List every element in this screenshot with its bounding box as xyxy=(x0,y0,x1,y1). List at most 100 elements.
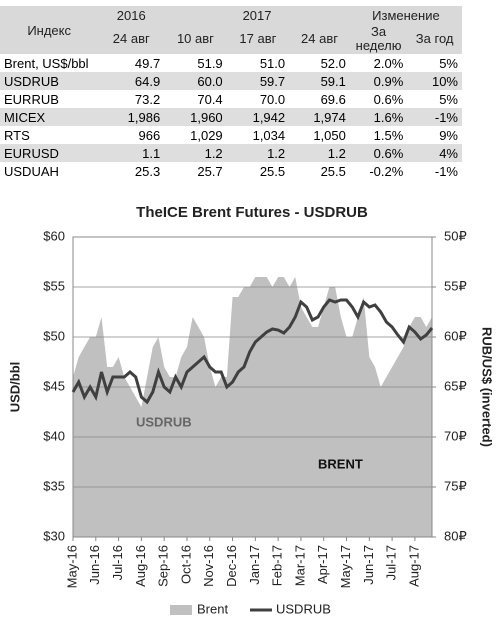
table-cell: 0.6% xyxy=(349,144,408,162)
table-cell: 4% xyxy=(407,144,462,162)
table-cell: -1% xyxy=(407,108,462,126)
table-row: EURUSD 1.1 1.2 1.2 1.2 0.6% 4% xyxy=(0,144,462,162)
table-cell: -0.2% xyxy=(369,163,404,179)
header-cell: Изменение xyxy=(349,6,462,24)
table-cell: MICEX xyxy=(0,108,99,126)
table-cell: 0.9% xyxy=(349,72,408,90)
table-row: EURRUB 73.2 70.4 70.0 69.6 0.6% 5% xyxy=(0,90,462,108)
table-cell: 64.9 xyxy=(98,72,165,90)
table-row: RTS 966 1,029 1,034 1,050 1.5% 9% xyxy=(0,126,462,144)
y-tick-label: $40 xyxy=(43,428,65,443)
table-cell: RTS xyxy=(4,127,30,143)
plot-frame xyxy=(72,236,433,538)
x-tick-label: Apr-17 xyxy=(315,545,330,584)
table-cell: 1.6% xyxy=(349,108,408,126)
x-tick-label: Nov-16 xyxy=(201,545,216,587)
usdrub-line xyxy=(71,298,434,405)
table-cell: 1,942 xyxy=(226,108,290,126)
y2-tick-label: 60₽ xyxy=(444,328,467,343)
table-cell: EURRUB xyxy=(4,91,59,107)
table-cell: Brent, US$/bbl xyxy=(4,55,89,71)
header-cell: 2017 xyxy=(164,6,350,24)
table-cell: 25.5 xyxy=(259,163,286,179)
y-tick-label: $50 xyxy=(43,328,65,343)
x-tick-label: May-16 xyxy=(64,545,79,588)
y2-tick-label: 65₽ xyxy=(444,378,467,393)
table-row: Brent, US$/bbl 49.7 51.9 51.0 52.0 2.0% 5% xyxy=(0,54,462,72)
annotation: BRENT xyxy=(318,456,363,471)
table-cell: 1,050 xyxy=(313,127,346,143)
header-cell: 24 авг xyxy=(289,24,350,54)
y2-tick-label: 75₽ xyxy=(444,478,467,493)
table-cell: 1,986 xyxy=(98,108,165,126)
table-cell: USDRUB xyxy=(0,72,99,90)
table-cell: 59.7 xyxy=(226,72,290,90)
y2-tick-label: 80₽ xyxy=(444,528,467,543)
header-cell: 2016 xyxy=(98,6,165,24)
x-tick-label: Jan-17 xyxy=(247,545,262,585)
x-tick-label: Jun-16 xyxy=(87,545,102,585)
table-cell: 5% xyxy=(439,91,458,107)
table-cell: 51.0 xyxy=(259,55,286,71)
x-tick-label: Aug-16 xyxy=(133,545,148,587)
table-cell: 52.0 xyxy=(320,55,346,71)
legend-label: Brent xyxy=(197,601,228,616)
legend-label: USDRUB xyxy=(276,601,331,616)
header-row: Индекс 2016 2017 Изменение xyxy=(0,6,462,54)
table-cell: 1.1 xyxy=(98,144,165,162)
y2-tick-label: 55₽ xyxy=(444,278,467,293)
x-tick-label: Mar-17 xyxy=(292,545,307,586)
table-cell: 1.2 xyxy=(164,144,227,162)
header-cell: За год xyxy=(407,24,462,54)
x-tick-label: Aug-17 xyxy=(406,545,421,587)
table-cell: EURUSD xyxy=(0,144,99,162)
y-tick-label: $55 xyxy=(43,278,65,293)
chart: TheICE Brent Futures - USDRUB $30 $35 $40 $4… xyxy=(7,204,495,616)
table-cell: 2.0% xyxy=(373,55,404,71)
table-row: USDRUB 64.9 60.0 59.7 59.1 0.9% 10% xyxy=(0,72,462,90)
x-tick-label: Oct-16 xyxy=(178,545,193,584)
header-cell: 17 авг xyxy=(226,24,290,54)
y-axis-label: USD/bbl xyxy=(7,362,22,413)
y-tick-label: $30 xyxy=(43,528,65,543)
brent-area xyxy=(73,277,432,537)
table-cell: -1% xyxy=(434,163,458,179)
x-tick-label: Feb-17 xyxy=(270,545,285,586)
table-cell: 9% xyxy=(439,127,458,143)
table-cell: 25.5 xyxy=(320,163,346,179)
y2-axis-label: RUB/US$ (inverted) xyxy=(480,327,495,447)
table-cell: USDUAH xyxy=(4,163,59,179)
y2-tick-label: 50₽ xyxy=(444,228,467,243)
table-cell: 1.2 xyxy=(226,144,290,162)
table-cell: 60.0 xyxy=(164,72,227,90)
table-cell: 25.7 xyxy=(197,163,223,179)
table-cell: 10% xyxy=(407,72,462,90)
table-row: USDUAH 25.3 25.7 25.5 25.5 -0.2% -1% xyxy=(0,162,462,180)
table-cell: 5% xyxy=(439,55,458,71)
table-cell: 69.6 xyxy=(320,91,346,107)
table-cell: 73.2 xyxy=(134,91,161,107)
table-cell: 1,960 xyxy=(164,108,227,126)
table-cell: 51.9 xyxy=(197,55,223,71)
table-cell: 966 xyxy=(138,127,161,143)
table-cell: 1,974 xyxy=(289,108,350,126)
x-tick-label: May-17 xyxy=(338,545,353,588)
table-cell: 1,029 xyxy=(190,127,223,143)
x-tick-label: Sep-16 xyxy=(156,545,171,587)
table-cell: 1.5% xyxy=(373,127,404,143)
table-cell: 70.4 xyxy=(197,91,223,107)
data-table: Индекс 2016 2017 Изменение 24 авг 10 авг 17 ав… xyxy=(0,6,462,180)
table-cell: 1,034 xyxy=(252,127,286,143)
y-tick-label: $35 xyxy=(43,478,65,493)
header-cell: За неделю xyxy=(349,24,408,54)
table-cell: 25.3 xyxy=(134,163,161,179)
header-cell: Индекс xyxy=(0,6,99,54)
header-row: 24 авг 10 авг 17 авг 24 авг За неделю За год xyxy=(0,24,462,54)
y2-tick-label: 70₽ xyxy=(444,428,467,443)
y-tick-label: $60 xyxy=(43,228,65,243)
x-tick-label: Jul-17 xyxy=(384,545,399,580)
header-cell: 24 авг xyxy=(98,24,165,54)
chart-title: TheICE Brent Futures - USDRUB xyxy=(136,204,368,221)
x-tick-label: Dec-16 xyxy=(224,545,239,587)
